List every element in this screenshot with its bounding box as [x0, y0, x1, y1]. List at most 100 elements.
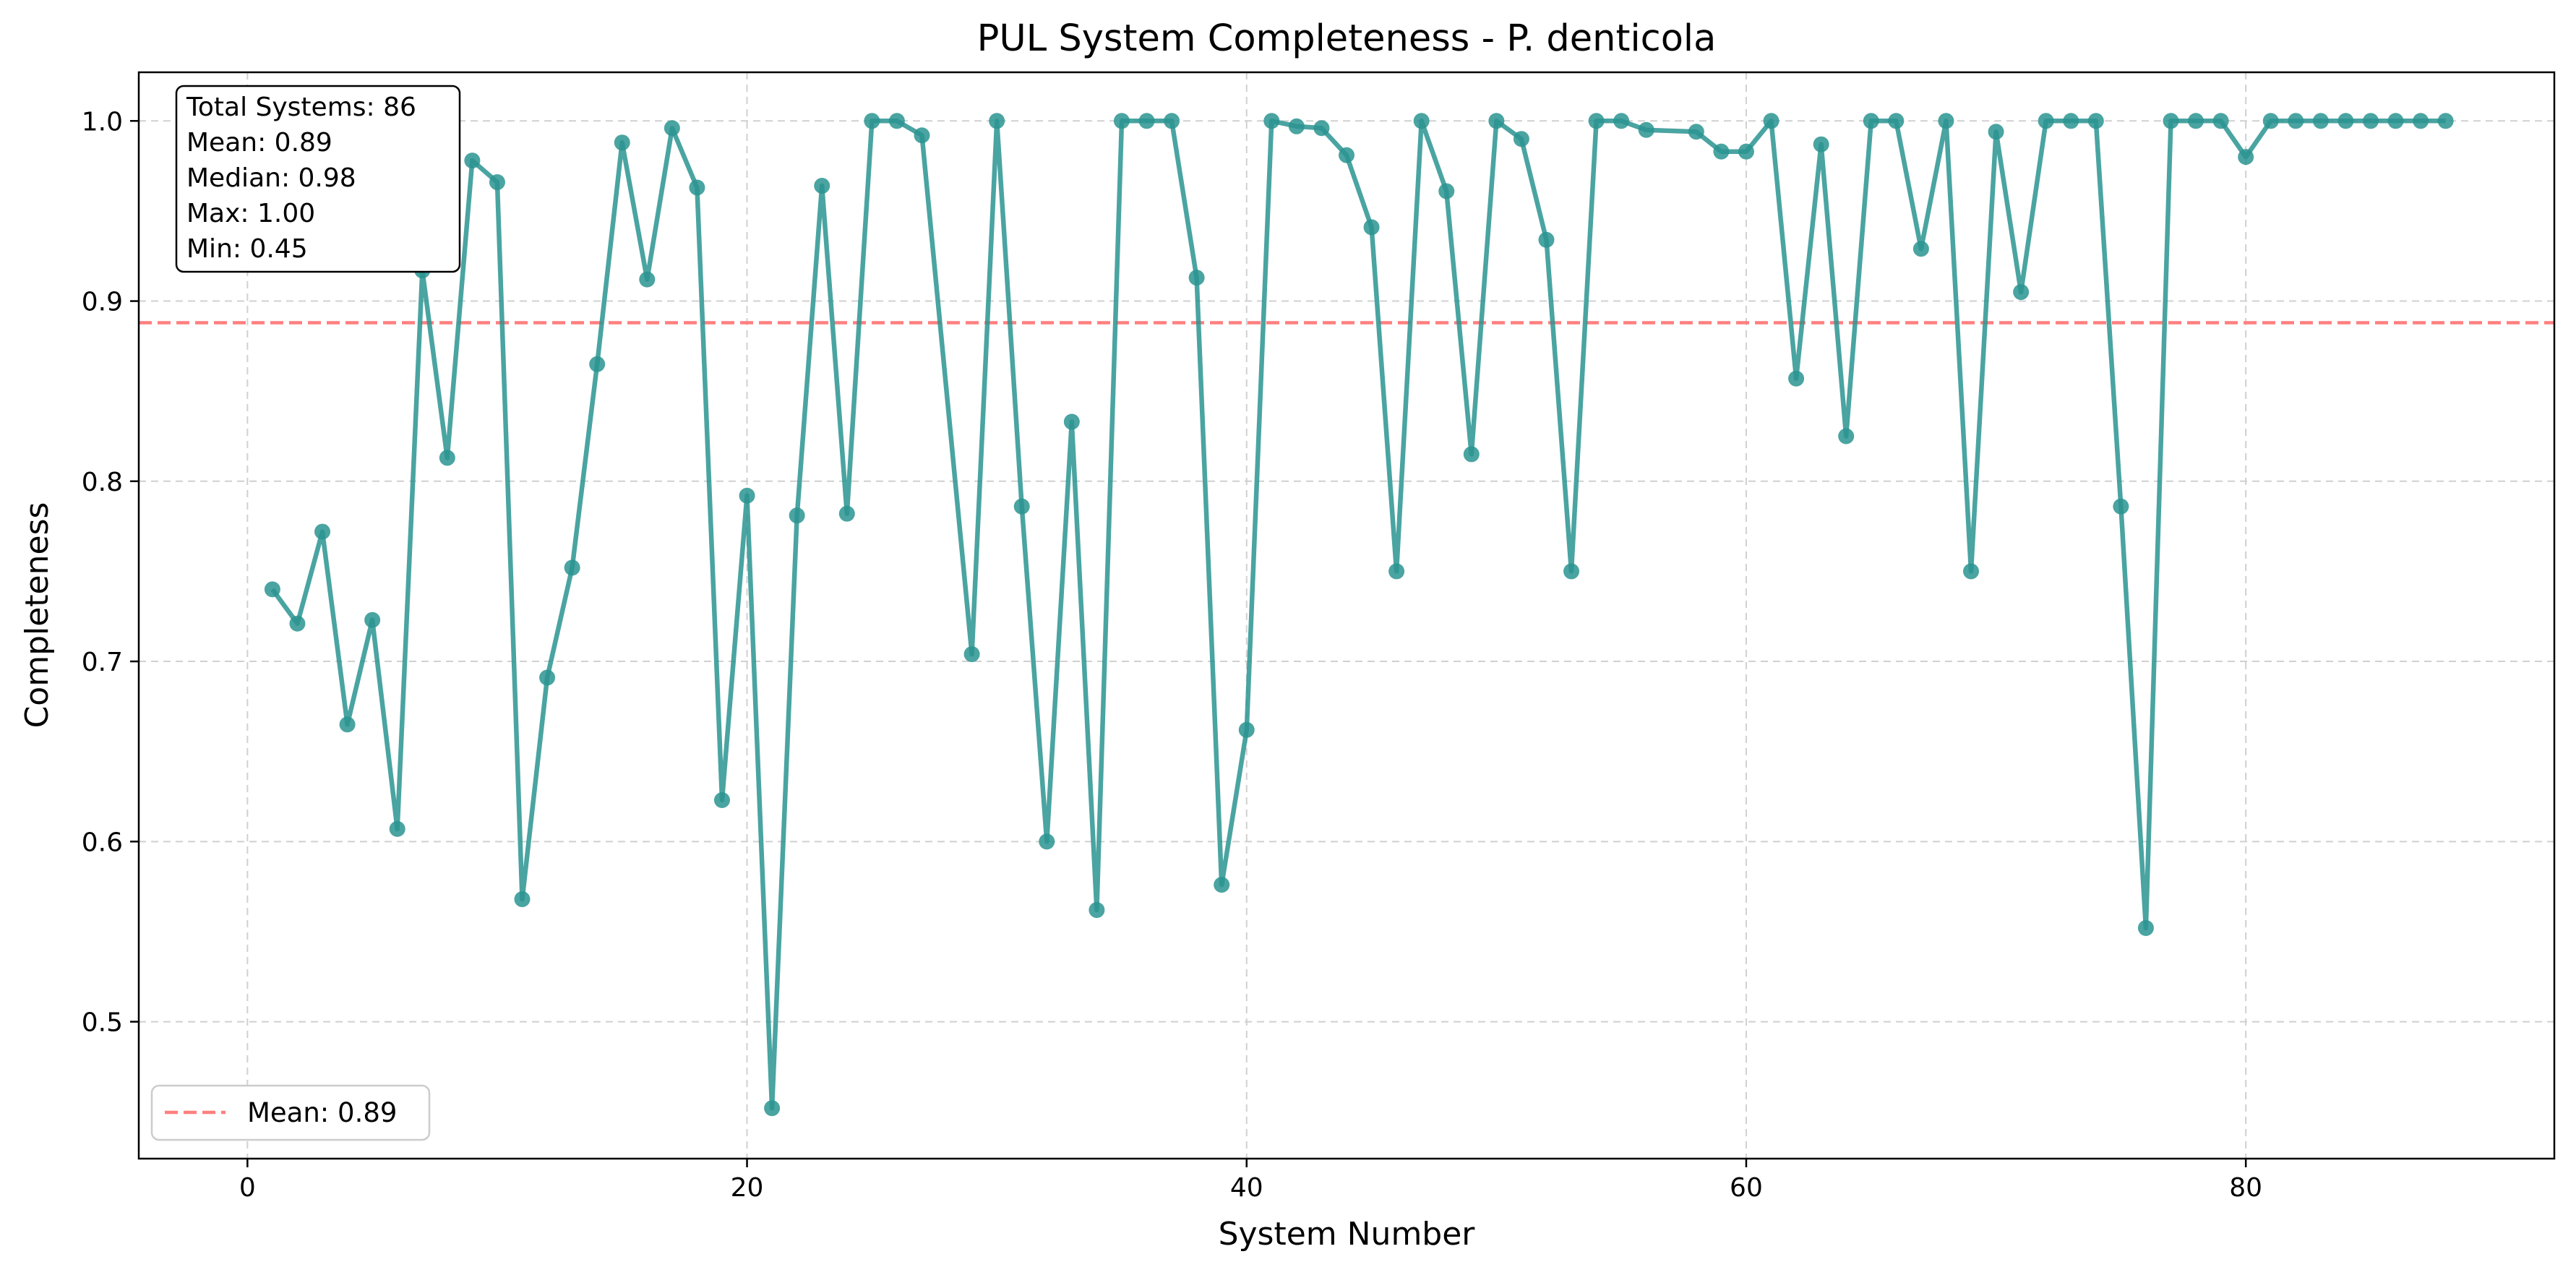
- data-series: [264, 113, 2454, 1117]
- data-point: [864, 113, 880, 129]
- data-point: [489, 174, 505, 191]
- y-tick-label: 0.9: [82, 288, 123, 317]
- data-point: [264, 581, 280, 598]
- data-point: [1963, 563, 1980, 580]
- data-point: [1214, 877, 1230, 893]
- data-point: [1039, 833, 1055, 850]
- data-point: [2038, 113, 2054, 129]
- stats-max: Max: 1.00: [186, 199, 315, 228]
- data-point: [1513, 131, 1529, 147]
- data-point: [989, 113, 1005, 129]
- data-point: [1363, 219, 1380, 236]
- data-point: [339, 716, 356, 733]
- data-point: [1138, 113, 1155, 129]
- data-point: [514, 891, 531, 908]
- data-point: [2262, 113, 2279, 129]
- data-point: [664, 120, 680, 137]
- stats-mean: Mean: 0.89: [186, 128, 332, 158]
- data-point: [1938, 113, 1954, 129]
- data-point: [1164, 113, 1180, 129]
- data-point: [2238, 149, 2254, 166]
- data-point: [1763, 113, 1779, 129]
- data-point: [739, 487, 755, 504]
- data-point: [888, 113, 905, 129]
- data-point: [1413, 113, 1430, 129]
- y-tick-label: 0.6: [82, 828, 123, 857]
- data-point: [1238, 721, 1255, 738]
- data-point: [2387, 113, 2404, 129]
- data-point: [713, 791, 730, 808]
- data-point: [2337, 113, 2354, 129]
- data-point: [364, 611, 381, 628]
- x-tick-label: 80: [2229, 1173, 2262, 1203]
- data-point: [1113, 113, 1130, 129]
- x-tick-label: 60: [1730, 1173, 1763, 1203]
- data-point: [2188, 113, 2204, 129]
- data-point: [1263, 113, 1280, 129]
- data-point: [2312, 113, 2329, 129]
- data-point: [1063, 413, 1080, 430]
- stats-total: Total Systems: 86: [186, 93, 416, 122]
- data-point: [1912, 241, 1929, 257]
- data-point: [314, 523, 331, 540]
- data-point: [1863, 113, 1879, 129]
- data-point: [1563, 563, 1580, 580]
- data-point: [1838, 428, 1855, 445]
- data-point: [838, 505, 855, 522]
- stats-median: Median: 0.98: [186, 163, 356, 193]
- data-point: [439, 450, 455, 466]
- data-point: [1388, 563, 1405, 580]
- stats-box-frame: [175, 85, 461, 273]
- x-tick-label: 0: [239, 1173, 256, 1203]
- data-point: [1188, 270, 1205, 286]
- data-point: [689, 179, 705, 196]
- x-axis-label: System Number: [1219, 1216, 1476, 1253]
- data-point: [1438, 183, 1455, 199]
- data-point: [539, 669, 556, 686]
- data-point: [789, 507, 805, 524]
- data-point: [2113, 498, 2129, 515]
- data-point: [2087, 113, 2104, 129]
- data-point: [1813, 136, 1829, 153]
- data-point: [1788, 370, 1805, 387]
- data-point: [389, 820, 405, 837]
- data-point: [2288, 113, 2304, 129]
- data-point: [639, 271, 656, 288]
- data-point: [1538, 231, 1555, 248]
- stats-box: Total Systems: 86 Mean: 0.89 Median: 0.9…: [175, 85, 461, 273]
- data-point: [1888, 113, 1905, 129]
- data-point: [2212, 113, 2229, 129]
- y-axis-label: Completeness: [19, 502, 56, 729]
- data-point: [1738, 143, 1754, 160]
- chart-title: PUL System Completeness - P. denticola: [977, 17, 1717, 60]
- data-point: [1339, 147, 1354, 163]
- data-point: [614, 134, 630, 151]
- axes: 0 20 40 60 80 0.5 0.6 0.7 0.8 0.9 1.0: [82, 107, 2262, 1203]
- data-point: [1288, 118, 1305, 134]
- data-point: [1613, 113, 1630, 129]
- data-point: [1488, 113, 1505, 129]
- data-point: [2437, 113, 2454, 129]
- data-point: [2137, 919, 2154, 936]
- data-point: [1089, 902, 1105, 919]
- data-point: [1588, 113, 1605, 129]
- y-tick-label: 0.5: [82, 1008, 123, 1038]
- legend-frame: [150, 1084, 431, 1141]
- y-tick-label: 1.0: [82, 107, 123, 137]
- data-point: [2163, 113, 2179, 129]
- data-point: [589, 356, 606, 372]
- data-point: [914, 127, 930, 144]
- data-point: [1638, 121, 1654, 138]
- x-tick-label: 40: [1230, 1173, 1263, 1203]
- data-point: [2362, 113, 2379, 129]
- x-tick-label: 20: [731, 1173, 764, 1203]
- data-point: [2413, 113, 2429, 129]
- legend-label: Mean: 0.89: [247, 1097, 397, 1128]
- data-point: [1013, 498, 1030, 515]
- y-tick-label: 0.7: [82, 648, 123, 677]
- data-point: [2013, 284, 2030, 301]
- data-point: [1688, 124, 1704, 140]
- data-point: [464, 153, 481, 169]
- data-point: [1988, 124, 2004, 140]
